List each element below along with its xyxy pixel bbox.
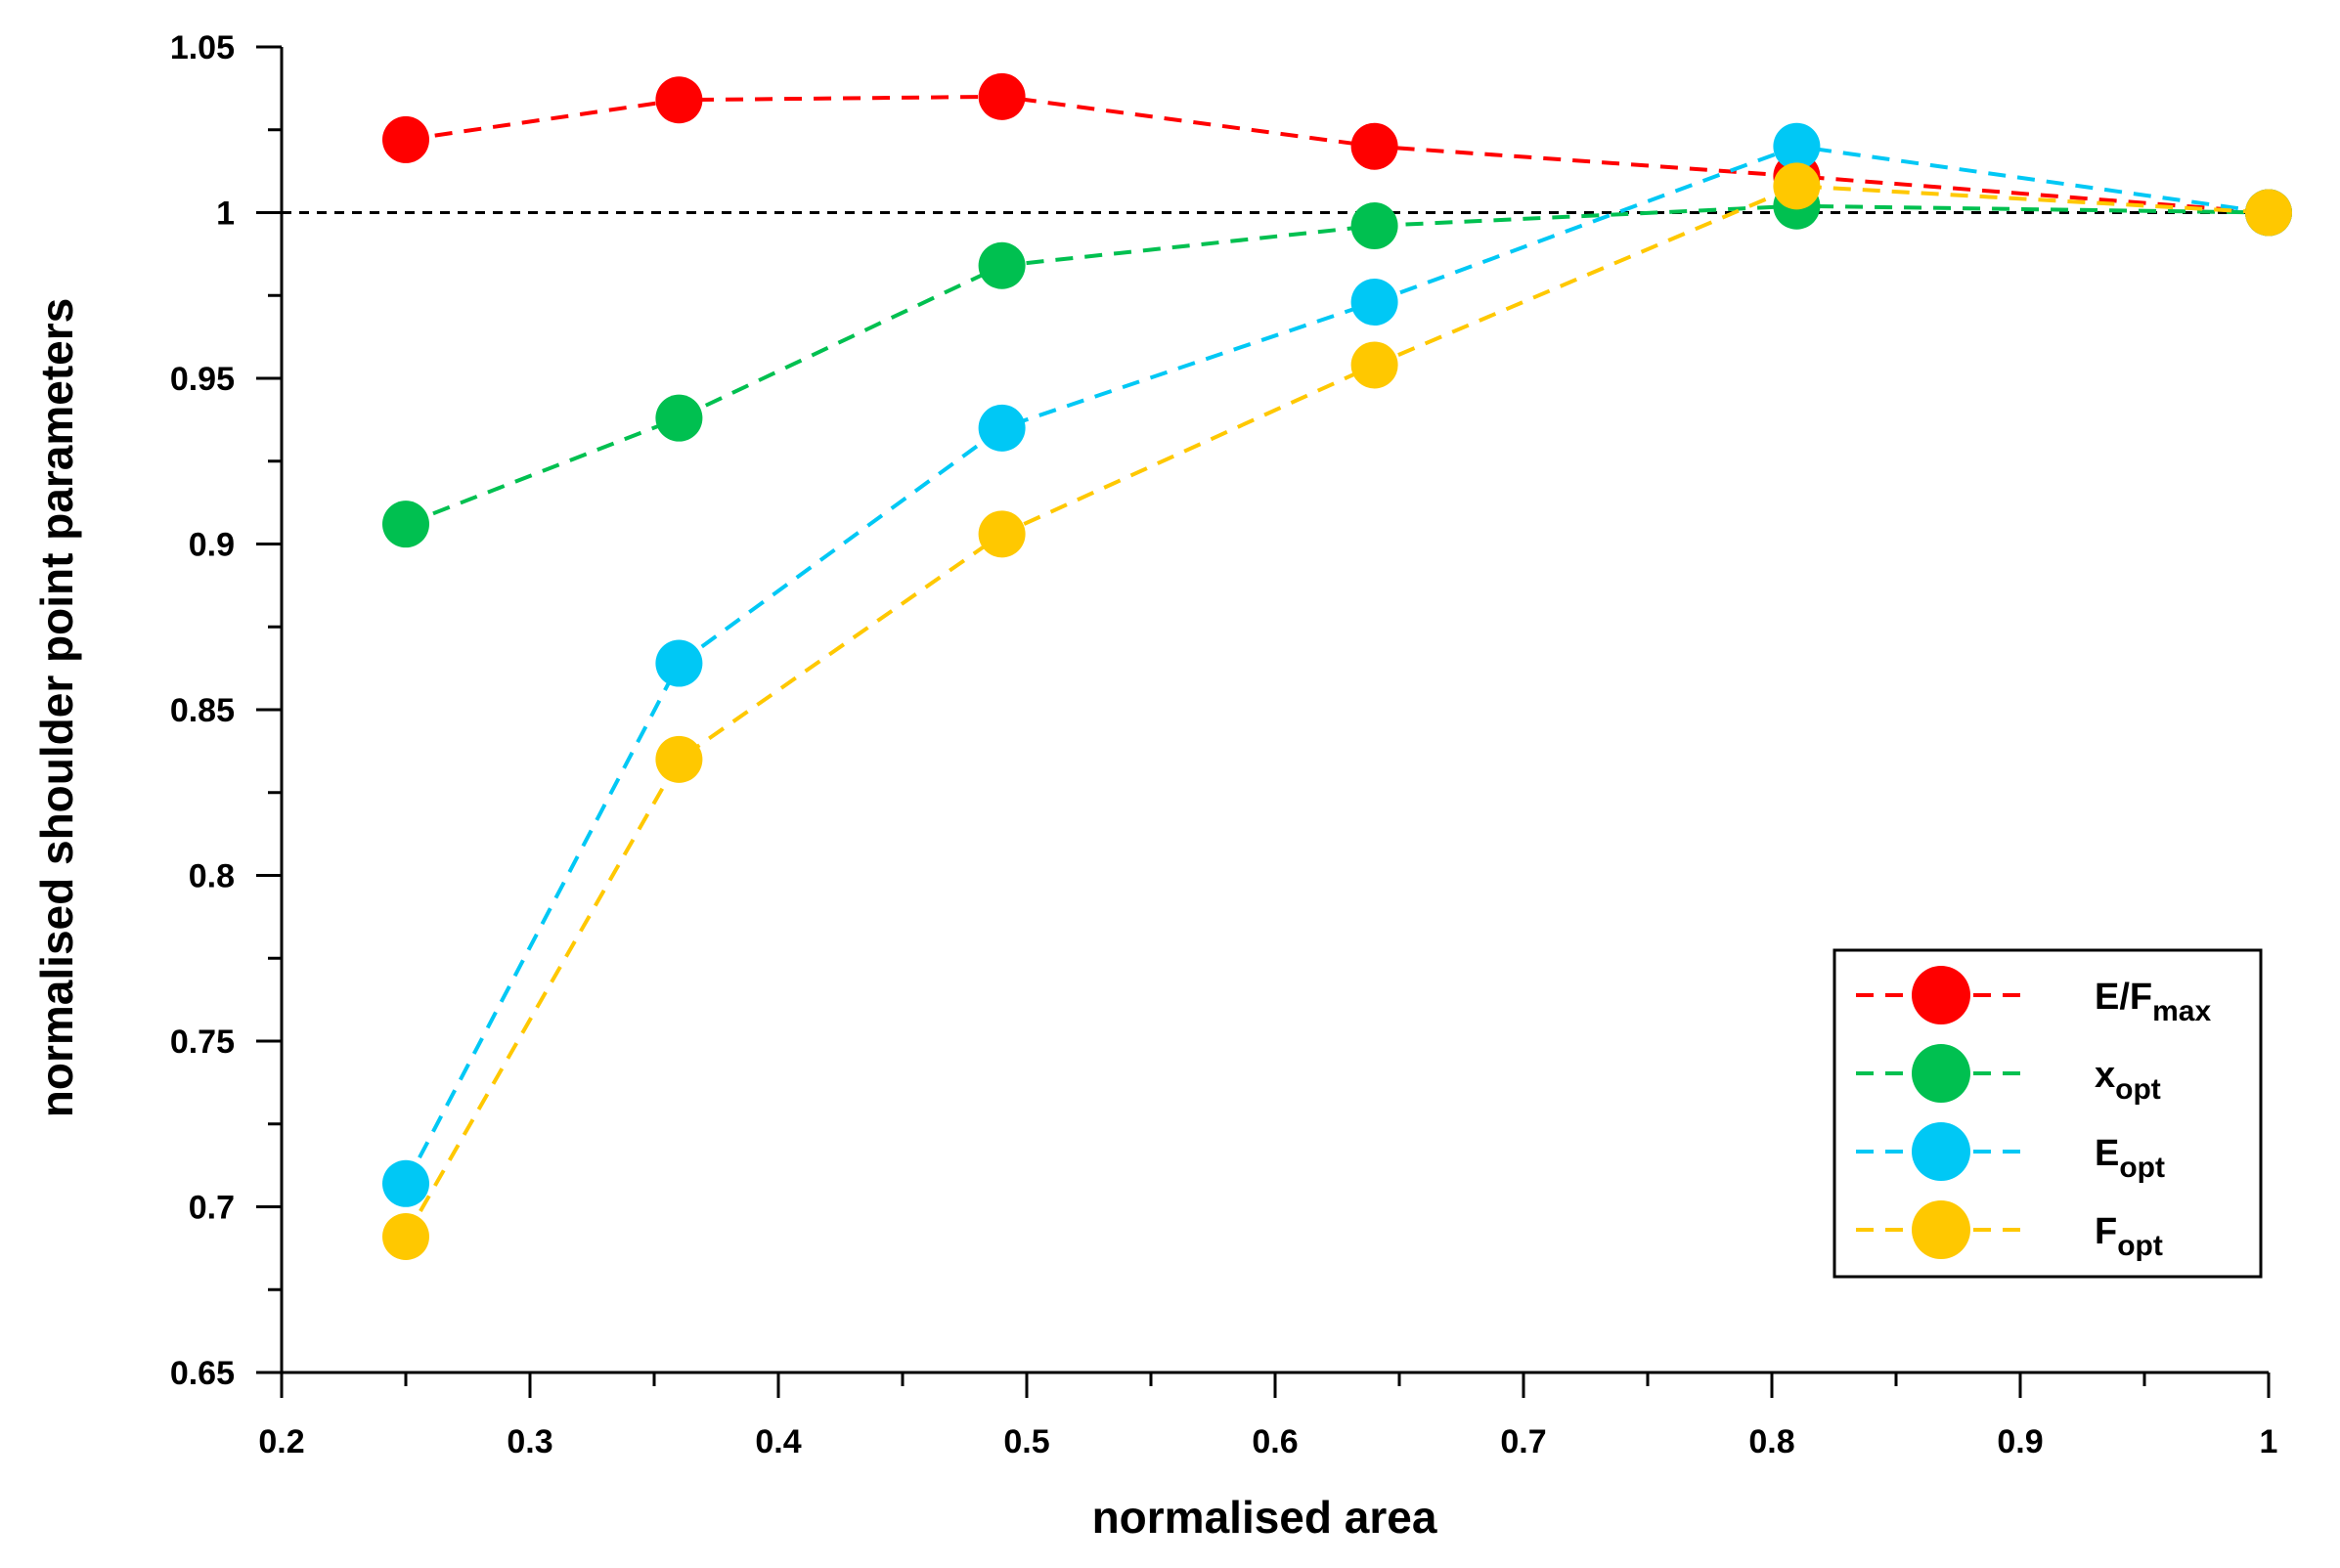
x-tick-label: 0.4	[755, 1423, 801, 1460]
legend-marker	[1912, 966, 1970, 1024]
legend-box	[1832, 948, 2263, 1279]
data-point-f-opt	[1350, 341, 1398, 389]
data-point-x-opt	[382, 501, 429, 548]
y-tick-label: 0.75	[170, 1024, 235, 1061]
x-tick-label: 0.3	[507, 1423, 552, 1460]
data-point-x-opt	[1350, 202, 1398, 250]
series-layer	[382, 72, 2292, 1261]
y-tick-label: 1	[216, 196, 235, 233]
x-tick-label: 0.5	[1003, 1423, 1049, 1460]
data-point-x-opt	[655, 394, 703, 442]
data-point-f-opt	[2245, 189, 2292, 237]
x-tick-label: 0.2	[258, 1423, 304, 1460]
y-tick-label: 0.65	[170, 1355, 235, 1392]
y-tick-label: 0.85	[170, 692, 235, 729]
data-point-x-opt	[978, 241, 1026, 289]
legend-marker	[1912, 1044, 1970, 1103]
data-point-e-opt	[978, 404, 1026, 452]
data-point-f-opt	[978, 510, 1026, 558]
data-point-e-opt	[382, 1159, 429, 1207]
data-point-e-opt	[1350, 279, 1398, 327]
x-tick-label: 0.6	[1252, 1423, 1298, 1460]
y-tick-label: 0.95	[170, 361, 235, 398]
y-tick-label: 0.8	[189, 858, 235, 895]
x-tick-label: 0.7	[1500, 1423, 1546, 1460]
data-point-e-f-max	[978, 72, 1026, 120]
legend-marker	[1912, 1200, 1970, 1259]
y-axis-title: normalised shoulder point parameters	[31, 298, 82, 1117]
series-line-x-opt	[405, 203, 2270, 527]
x-axis-title: normalised area	[1092, 1492, 1437, 1543]
series-line-e-f-max	[405, 94, 2270, 215]
data-point-e-f-max	[382, 115, 429, 163]
data-point-f-opt	[655, 735, 703, 783]
y-tick-label: 1.05	[170, 29, 235, 66]
x-tick-label: 0.9	[1997, 1423, 2043, 1460]
x-tick-label: 0.8	[1748, 1423, 1794, 1460]
x-tick-label: 1	[2260, 1423, 2278, 1460]
data-point-e-f-max	[655, 76, 703, 124]
data-point-e-opt	[1773, 122, 1821, 170]
series-line-e-opt	[404, 144, 2270, 1185]
legend-marker	[1912, 1122, 1970, 1181]
y-tick-label: 0.9	[189, 527, 235, 564]
y-tick-label: 0.7	[189, 1190, 235, 1227]
data-point-f-opt	[382, 1213, 429, 1261]
axes-layer: 0.2 0.3 0.4 0.5 0.6 0.7 0.8 0.9 1 0.65 0.7 0.75 0.8 0…	[170, 29, 2278, 1460]
data-point-e-opt	[655, 639, 703, 687]
series-line-f-opt	[404, 184, 2270, 1239]
data-point-f-opt	[1773, 162, 1821, 210]
data-point-e-f-max	[1350, 122, 1398, 170]
